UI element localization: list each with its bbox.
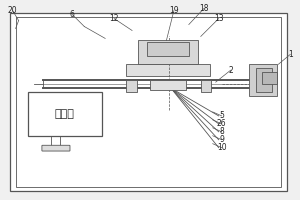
Bar bbox=[147, 42, 189, 56]
Text: 26: 26 bbox=[217, 119, 226, 128]
Text: 19: 19 bbox=[169, 6, 179, 15]
Text: 1: 1 bbox=[288, 50, 293, 59]
Bar bbox=[248, 64, 277, 96]
Bar bbox=[126, 80, 136, 92]
Bar bbox=[126, 64, 210, 76]
Text: 20: 20 bbox=[8, 6, 17, 15]
Text: 10: 10 bbox=[217, 143, 226, 152]
Text: 18: 18 bbox=[199, 4, 208, 13]
Text: 12: 12 bbox=[110, 14, 119, 23]
Text: 13: 13 bbox=[214, 14, 224, 23]
Text: 9: 9 bbox=[219, 135, 224, 144]
Text: 2: 2 bbox=[228, 66, 233, 75]
Bar bbox=[28, 92, 102, 136]
Text: 6: 6 bbox=[70, 10, 75, 19]
Text: 5: 5 bbox=[219, 111, 224, 120]
Text: 控制盒: 控制盒 bbox=[55, 109, 75, 119]
FancyBboxPatch shape bbox=[42, 145, 70, 151]
Bar bbox=[16, 17, 281, 187]
Bar bbox=[150, 80, 186, 90]
Bar bbox=[201, 80, 211, 92]
Bar bbox=[138, 40, 198, 64]
Bar bbox=[256, 68, 272, 92]
Bar bbox=[262, 72, 277, 84]
Text: 8: 8 bbox=[219, 127, 224, 136]
